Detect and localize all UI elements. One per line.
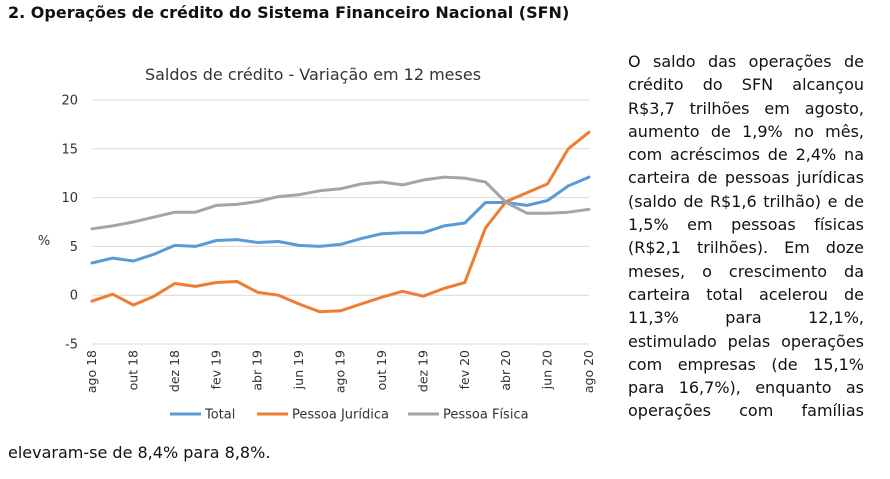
credit-growth-chart: Saldos de crédito - Variação em 12 meses… xyxy=(38,65,596,423)
series-lines xyxy=(90,130,591,314)
x-tick-label: dez 19 xyxy=(415,350,430,392)
x-tick-label: ago 19 xyxy=(333,350,348,393)
y-tick-label: 0 xyxy=(70,289,78,304)
y-tick-label: 15 xyxy=(61,142,78,157)
series-line xyxy=(90,130,591,314)
x-tick-label: ago 20 xyxy=(581,350,596,393)
x-tick-label: jun 19 xyxy=(291,350,306,390)
chart-title: Saldos de crédito - Variação em 12 meses xyxy=(145,65,481,84)
y-tick-label: 20 xyxy=(61,94,78,109)
legend-label: Pessoa Física xyxy=(443,408,529,423)
analysis-paragraph-continuation: elevaram-se de 8,4% para 8,8%. xyxy=(8,443,271,462)
y-tick-label: -5 xyxy=(65,338,78,353)
legend-label: Pessoa Jurídica xyxy=(292,408,389,423)
legend-label: Total xyxy=(204,408,235,423)
x-tick-label: abr 19 xyxy=(250,350,265,391)
grid-lines xyxy=(92,99,589,345)
y-axis-label: % xyxy=(38,234,50,249)
y-tick-label: 10 xyxy=(61,191,78,206)
x-tick-labels: ago 18 out 18 dez 18 fev 19 abr 19 jun 19 ago … xyxy=(84,350,596,393)
x-tick-label: out 19 xyxy=(374,350,389,390)
x-tick-label: ago 18 xyxy=(84,350,99,393)
x-tick-label: jun 20 xyxy=(540,350,555,390)
x-tick-label: out 18 xyxy=(125,350,140,390)
y-tick-labels: -5 0 5 10 15 20 xyxy=(61,94,78,353)
x-tick-label: abr 20 xyxy=(498,350,513,391)
x-tick-label: fev 19 xyxy=(208,350,223,389)
y-tick-label: 5 xyxy=(70,240,78,255)
series-line xyxy=(90,175,591,231)
x-tick-label: fev 20 xyxy=(457,350,472,389)
x-tick-label: dez 18 xyxy=(167,350,182,392)
analysis-paragraph: O saldo das operações de crédito do SFN … xyxy=(628,52,864,421)
chart-legend: Total Pessoa Jurídica Pessoa Física xyxy=(170,408,529,423)
section-heading: 2. Operações de crédito do Sistema Finan… xyxy=(8,3,570,22)
